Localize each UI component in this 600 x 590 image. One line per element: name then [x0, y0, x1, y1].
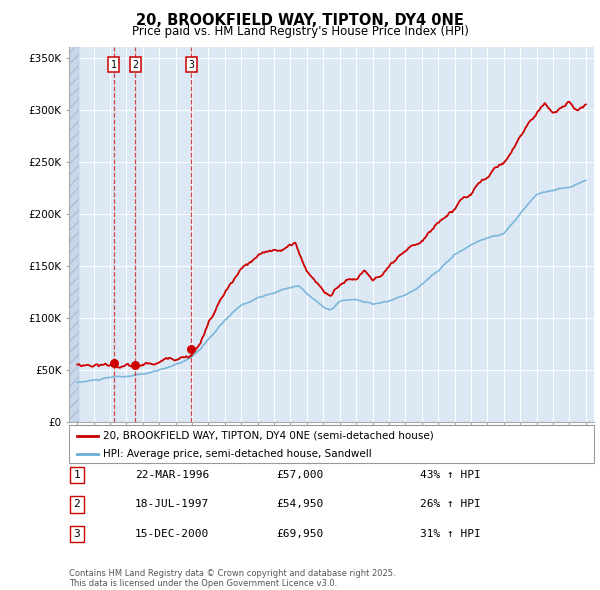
Text: Contains HM Land Registry data © Crown copyright and database right 2025.
This d: Contains HM Land Registry data © Crown c…	[69, 569, 395, 588]
Text: 20, BROOKFIELD WAY, TIPTON, DY4 0NE (semi-detached house): 20, BROOKFIELD WAY, TIPTON, DY4 0NE (sem…	[103, 431, 434, 441]
Text: Price paid vs. HM Land Registry's House Price Index (HPI): Price paid vs. HM Land Registry's House …	[131, 25, 469, 38]
Text: 20, BROOKFIELD WAY, TIPTON, DY4 0NE: 20, BROOKFIELD WAY, TIPTON, DY4 0NE	[136, 13, 464, 28]
Text: £57,000: £57,000	[277, 470, 323, 480]
Text: 2: 2	[133, 60, 138, 70]
Text: 26% ↑ HPI: 26% ↑ HPI	[420, 500, 481, 509]
Text: 3: 3	[188, 60, 194, 70]
Text: £54,950: £54,950	[277, 500, 323, 509]
FancyBboxPatch shape	[69, 425, 594, 463]
Text: 31% ↑ HPI: 31% ↑ HPI	[420, 529, 481, 539]
Text: 1: 1	[110, 60, 116, 70]
Text: 2: 2	[73, 500, 80, 509]
Bar	[69, 47, 79, 422]
Text: 18-JUL-1997: 18-JUL-1997	[135, 500, 209, 509]
Text: 43% ↑ HPI: 43% ↑ HPI	[420, 470, 481, 480]
Text: 3: 3	[73, 529, 80, 539]
Text: HPI: Average price, semi-detached house, Sandwell: HPI: Average price, semi-detached house,…	[103, 448, 372, 458]
Text: 1: 1	[73, 470, 80, 480]
Text: £69,950: £69,950	[277, 529, 323, 539]
Text: 15-DEC-2000: 15-DEC-2000	[135, 529, 209, 539]
Text: 22-MAR-1996: 22-MAR-1996	[135, 470, 209, 480]
